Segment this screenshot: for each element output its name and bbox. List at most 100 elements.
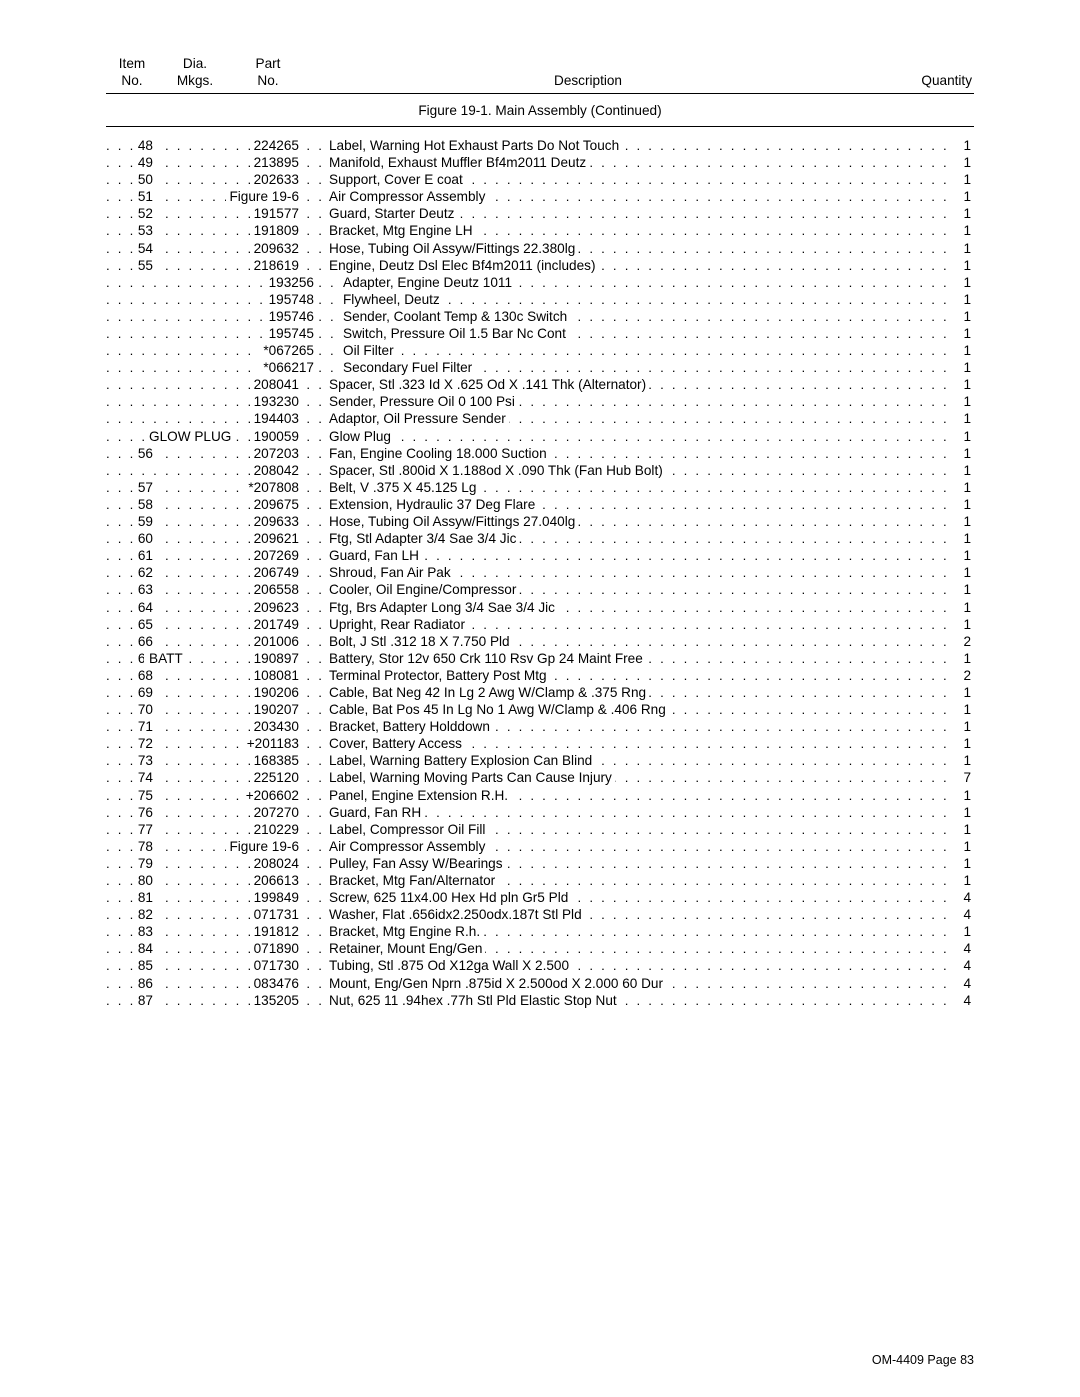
table-row: . . . . . . . . . . . . . . . . . . . . …: [106, 821, 974, 838]
cell-item: 83: [135, 923, 156, 940]
cell-qty: 1: [954, 359, 974, 376]
cell-part: 071730: [251, 957, 302, 974]
cell-item: 52: [135, 205, 156, 222]
cell-desc: Pulley, Fan Assy W/Bearings: [326, 855, 506, 872]
cell-part: 209675: [251, 496, 302, 513]
cell-desc: Oil Filter: [340, 342, 397, 359]
cell-dia: BATT: [144, 650, 188, 667]
table-row: . . . . . . . . . . . . . . . . . . . . …: [106, 530, 974, 547]
cell-part: 071731: [251, 906, 302, 923]
cell-qty: 1: [954, 291, 974, 308]
header-item-line2: No.: [121, 73, 142, 88]
header-part: Part No.: [232, 56, 304, 90]
table-row: . . . . . . . . . . . . . . . . . . . . …: [106, 257, 974, 274]
cell-desc: Manifold, Exhaust Muffler Bf4m2011 Deutz: [326, 154, 589, 171]
cell-part: 209633: [251, 513, 302, 530]
cell-desc: Flywheel, Deutz: [340, 291, 443, 308]
cell-desc: Cover, Battery Access: [326, 735, 465, 752]
cell-item: 54: [135, 240, 156, 257]
cell-desc: Spacer, Stl .323 Id X .625 Od X .141 Thk…: [326, 376, 649, 393]
cell-part: 209621: [251, 530, 302, 547]
cell-desc: Screw, 625 11x4.00 Hex Hd pln Gr5 Pld: [326, 889, 571, 906]
cell-desc: Mount, Eng/Gen Nprn .875id X 2.500od X 2…: [326, 975, 666, 992]
table-row: . . . . . . . . . . . . . . . . . . . . …: [106, 188, 974, 205]
figure-title: Figure 19-1. Main Assembly (Continued): [106, 94, 974, 127]
cell-desc: Cooler, Oil Engine/Compressor: [326, 581, 519, 598]
cell-desc: Label, Compressor Oil Fill: [326, 821, 488, 838]
cell-item: 77: [135, 821, 156, 838]
cell-qty: 1: [954, 650, 974, 667]
leader-dots: . . . . . . . . . . . . . . . . . . . . …: [106, 393, 974, 410]
cell-part: 190059: [251, 428, 302, 445]
header-item: Item No.: [106, 56, 158, 90]
cell-desc: Sender, Coolant Temp & 130c Switch: [340, 308, 570, 325]
cell-part: 201749: [251, 616, 302, 633]
cell-qty: 1: [954, 479, 974, 496]
cell-part: 168385: [251, 752, 302, 769]
table-row: . . . . . . . . . . . . . . . . . . . . …: [106, 701, 974, 718]
leader-dots: . . . . . . . . . . . . . . . . . . . . …: [106, 205, 974, 222]
cell-qty: 1: [954, 240, 974, 257]
table-row: . . . . . . . . . . . . . . . . . . . . …: [106, 906, 974, 923]
cell-item: 63: [135, 581, 156, 598]
leader-dots: . . . . . . . . . . . . . . . . . . . . …: [106, 171, 974, 188]
table-header: Item No. Dia. Mkgs. Part No. Description…: [106, 56, 974, 94]
cell-part: 208042: [251, 462, 302, 479]
table-row: . . . . . . . . . . . . . . . . . . . . …: [106, 957, 974, 974]
cell-part: 199849: [251, 889, 302, 906]
table-row: . . . . . . . . . . . . . . . . . . . . …: [106, 308, 974, 325]
table-row: . . . . . . . . . . . . . . . . . . . . …: [106, 496, 974, 513]
cell-part: 195745: [266, 325, 317, 342]
cell-desc: Terminal Protector, Battery Post Mtg: [326, 667, 550, 684]
cell-item: 79: [135, 855, 156, 872]
table-row: . . . . . . . . . . . . . . . . . . . . …: [106, 787, 974, 804]
cell-qty: 2: [954, 633, 974, 650]
cell-desc: Tubing, Stl .875 Od X12ga Wall X 2.500: [326, 957, 572, 974]
cell-qty: 1: [954, 188, 974, 205]
header-dia-line2: Mkgs.: [177, 73, 213, 88]
cell-item: 68: [135, 667, 156, 684]
cell-part: *207808: [245, 479, 302, 496]
table-row: . . . . . . . . . . . . . . . . . . . . …: [106, 855, 974, 872]
cell-desc: Sender, Pressure Oil 0 100 Psi: [326, 393, 518, 410]
cell-qty: 1: [954, 838, 974, 855]
cell-desc: Adapter, Engine Deutz 1011: [340, 274, 515, 291]
cell-item: 74: [135, 769, 156, 786]
cell-desc: Battery, Stor 12v 650 Crk 110 Rsv Gp 24 …: [326, 650, 646, 667]
table-row: . . . . . . . . . . . . . . . . . . . . …: [106, 752, 974, 769]
cell-part: 218619: [251, 257, 302, 274]
cell-item: 60: [135, 530, 156, 547]
cell-qty: 1: [954, 923, 974, 940]
cell-qty: 1: [954, 137, 974, 154]
cell-part: 224265: [251, 137, 302, 154]
page: Item No. Dia. Mkgs. Part No. Description…: [0, 0, 1080, 1397]
cell-qty: 1: [954, 410, 974, 427]
cell-item: 75: [135, 787, 156, 804]
table-body: . . . . . . . . . . . . . . . . . . . . …: [106, 137, 974, 1009]
leader-dots: . . . . . . . . . . . . . . . . . . . . …: [106, 410, 974, 427]
cell-part: 213895: [251, 154, 302, 171]
cell-qty: 1: [954, 752, 974, 769]
cell-qty: 1: [954, 496, 974, 513]
cell-qty: 1: [954, 684, 974, 701]
table-row: . . . . . . . . . . . . . . . . . . . . …: [106, 342, 974, 359]
table-row: . . . . . . . . . . . . . . . . . . . . …: [106, 428, 974, 445]
cell-part: 135205: [251, 992, 302, 1009]
cell-qty: 1: [954, 445, 974, 462]
cell-part: Figure 19-6: [226, 188, 302, 205]
cell-desc: Label, Warning Moving Parts Can Cause In…: [326, 769, 615, 786]
cell-part: 190207: [251, 701, 302, 718]
cell-desc: Ftg, Stl Adapter 3/4 Sae 3/4 Jic: [326, 530, 519, 547]
cell-qty: 1: [954, 547, 974, 564]
cell-qty: 4: [954, 957, 974, 974]
cell-part: 210229: [251, 821, 302, 838]
leader-dots: . . . . . . . . . . . . . . . . . . . . …: [106, 496, 974, 513]
cell-part: 190206: [251, 684, 302, 701]
cell-qty: 1: [954, 804, 974, 821]
table-row: . . . . . . . . . . . . . . . . . . . . …: [106, 923, 974, 940]
cell-qty: 1: [954, 325, 974, 342]
cell-item: 65: [135, 616, 156, 633]
cell-item: 73: [135, 752, 156, 769]
table-row: . . . . . . . . . . . . . . . . . . . . …: [106, 171, 974, 188]
leader-dots: . . . . . . . . . . . . . . . . . . . . …: [106, 633, 974, 650]
